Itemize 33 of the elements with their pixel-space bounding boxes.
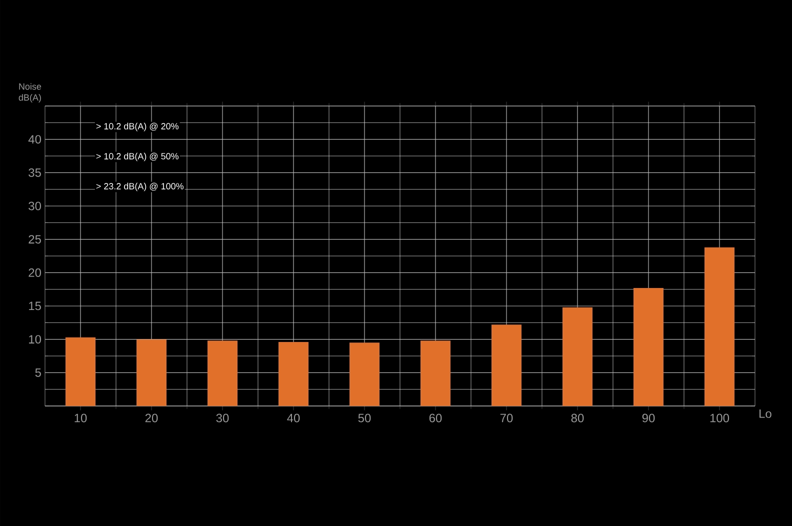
- annotation: > 10.2 dB(A) @ 20%: [96, 122, 179, 132]
- bar: [420, 340, 450, 406]
- bar: [278, 342, 309, 406]
- x-tick-label: 10: [74, 414, 87, 422]
- y-tick-label: 20: [28, 268, 42, 277]
- x-tick-label: 60: [429, 414, 442, 422]
- x-tick-label: 90: [642, 414, 655, 422]
- y-tick-label: 25: [28, 235, 41, 244]
- bar: [492, 324, 522, 406]
- x-tick-label: 30: [216, 414, 229, 422]
- bar: [562, 307, 592, 406]
- x-axis-title: Lo: [760, 410, 772, 418]
- y-tick-label: 10: [29, 335, 42, 344]
- y-tick-label: 40: [28, 135, 42, 144]
- x-tick-label: 70: [500, 414, 513, 422]
- y-tick-label: 30: [28, 202, 42, 210]
- bar: [704, 247, 734, 406]
- annotation: > 10.2 dB(A) @ 50%: [96, 152, 179, 162]
- y-tick-label: 5: [35, 368, 41, 377]
- bar: [350, 342, 380, 406]
- y-tick-label: 35: [28, 168, 41, 177]
- x-tick-label: 80: [571, 414, 584, 422]
- bar: [633, 288, 664, 406]
- y-tick-label: 15: [29, 302, 41, 310]
- annotation: > 23.2 dB(A) @ 100%: [96, 182, 184, 192]
- x-tick-label: 50: [358, 414, 371, 422]
- bar: [136, 339, 167, 406]
- bar: [66, 337, 96, 406]
- x-tick-label: 100: [710, 414, 730, 422]
- x-tick-label: 40: [287, 414, 300, 422]
- x-tick-label: 20: [145, 414, 158, 422]
- y-axis-title: Noise dB(A): [18, 83, 42, 102]
- bar: [208, 340, 238, 406]
